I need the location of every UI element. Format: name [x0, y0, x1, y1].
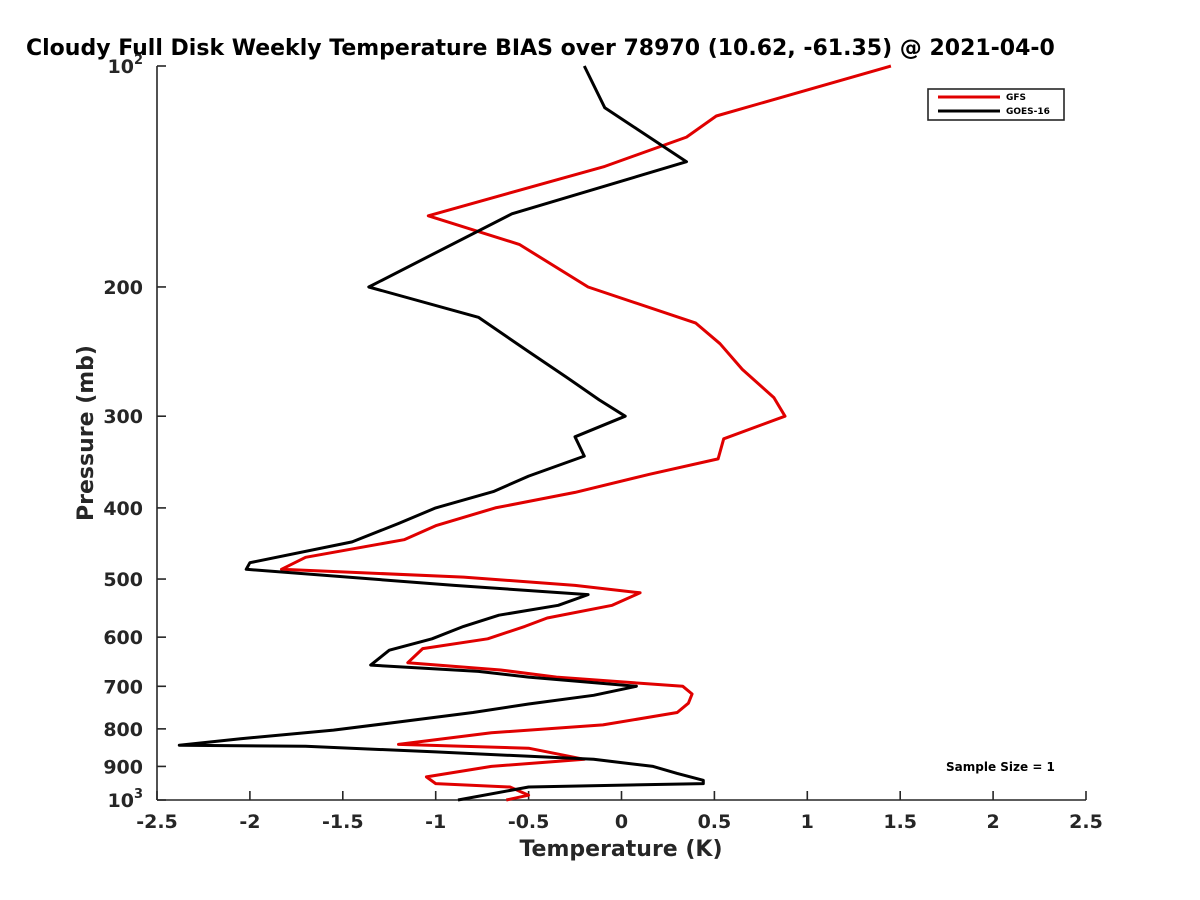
y-tick-label: 500	[103, 569, 143, 591]
y-tick-label: 200	[103, 277, 143, 299]
series-line-gfs	[280, 64, 892, 802]
x-tick-label: -1	[425, 811, 446, 833]
x-tick-label: -2.5	[136, 811, 178, 833]
y-tick-base: 800	[103, 719, 143, 741]
x-tick-label: 1.5	[883, 811, 917, 833]
legend-label-goes16: GOES-16	[1006, 107, 1050, 117]
y-tick-base: 900	[103, 756, 143, 778]
x-axis-ticks: -2.5 -2 -1.5 -1 -0.5 0 0.5 1 1.5 2 2.5	[136, 791, 1103, 833]
y-tick-base: 400	[103, 498, 143, 520]
legend-box	[927, 88, 1065, 121]
y-tick-exponent: 2	[134, 53, 143, 68]
y-tick-base: 10	[108, 56, 134, 78]
sample-size-annotation: Sample Size = 1	[946, 760, 1055, 774]
y-tick-label: 103	[108, 787, 144, 812]
x-tick-label: -0.5	[508, 811, 550, 833]
x-tick-label: 2.5	[1069, 811, 1103, 833]
y-tick-label: 400	[103, 498, 143, 520]
x-tick-label: 1	[801, 811, 814, 833]
x-tick-label: -1.5	[322, 811, 364, 833]
legend: GFS GOES-16	[927, 88, 1065, 121]
y-tick-base: 700	[103, 676, 143, 698]
y-tick-base: 600	[103, 627, 143, 649]
x-tick-label: 0.5	[698, 811, 732, 833]
x-axis-label: Temperature (K)	[519, 837, 722, 862]
x-tick-label: 0	[615, 811, 628, 833]
y-tick-label: 600	[103, 627, 143, 649]
series-layer	[177, 64, 892, 802]
legend-label-gfs: GFS	[1006, 93, 1026, 103]
y-tick-label: 102	[108, 53, 144, 78]
x-tick-label: 2	[986, 811, 999, 833]
y-tick-base: 200	[103, 277, 143, 299]
y-tick-label: 300	[103, 406, 143, 428]
y-axis-label: Pressure (mb)	[74, 345, 99, 521]
y-tick-base: 500	[103, 569, 143, 591]
y-tick-label: 800	[103, 719, 143, 741]
x-tick-label: -2	[239, 811, 260, 833]
y-tick-base: 10	[108, 790, 134, 812]
y-tick-label: 900	[103, 756, 143, 778]
y-tick-exponent: 3	[134, 787, 143, 802]
y-tick-base: 300	[103, 406, 143, 428]
series-line-goes16	[177, 65, 705, 802]
chart-title: Cloudy Full Disk Weekly Temperature BIAS…	[26, 36, 1055, 61]
y-tick-label: 700	[103, 676, 143, 698]
